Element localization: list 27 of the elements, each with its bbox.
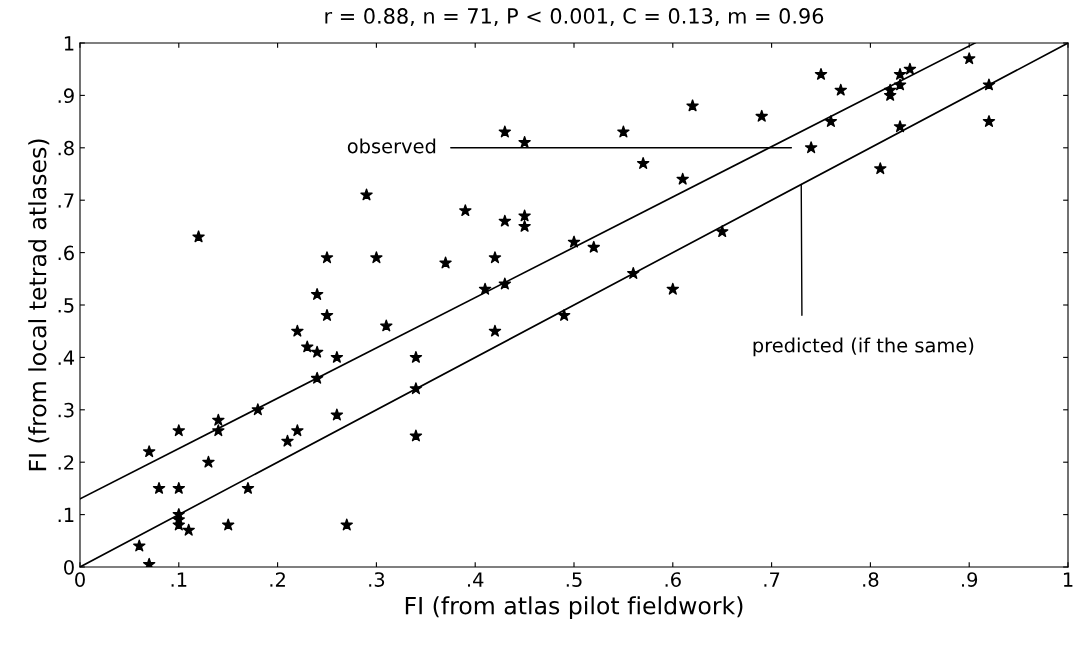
x-tick-label: .9 [962,572,978,587]
y-tick-label: .3 [58,402,74,418]
y-axis-title: FI (from local tetrad atlases) [28,139,50,471]
x-tick-label: .6 [665,572,681,587]
y-tick-label: .6 [58,245,74,261]
x-tick-label: .3 [369,572,385,587]
y-tick-label: .9 [58,88,74,104]
x-tick-label: .8 [863,572,879,587]
y-tick-label: .8 [58,140,74,156]
x-tick-label: .4 [468,572,484,587]
annotation: observed [347,138,436,154]
x-tick-label: .2 [270,572,285,587]
x-tick-label: .7 [764,572,780,587]
y-tick-label: .4 [58,350,75,365]
x-tick-label: 1 [1063,572,1073,587]
x-tick-label: .1 [171,572,187,587]
x-axis-title: FI (from atlas pilot fieldwork) [405,596,743,620]
y-tick-label: 0 [64,559,74,575]
annotation: predicted (if the same) [753,337,974,357]
y-tick-label: .2 [58,455,74,470]
chart-title: r = 0.88, n = 71, P < 0.001, C = 0.13, m = 0.96 [325,8,824,26]
y-tick-label: .7 [58,193,74,208]
x-tick-label: .5 [566,572,582,587]
y-tick-label: .5 [58,298,74,313]
y-tick-label: 1 [64,36,74,51]
x-tick-label: 0 [75,572,85,587]
y-tick-label: .1 [58,507,74,522]
